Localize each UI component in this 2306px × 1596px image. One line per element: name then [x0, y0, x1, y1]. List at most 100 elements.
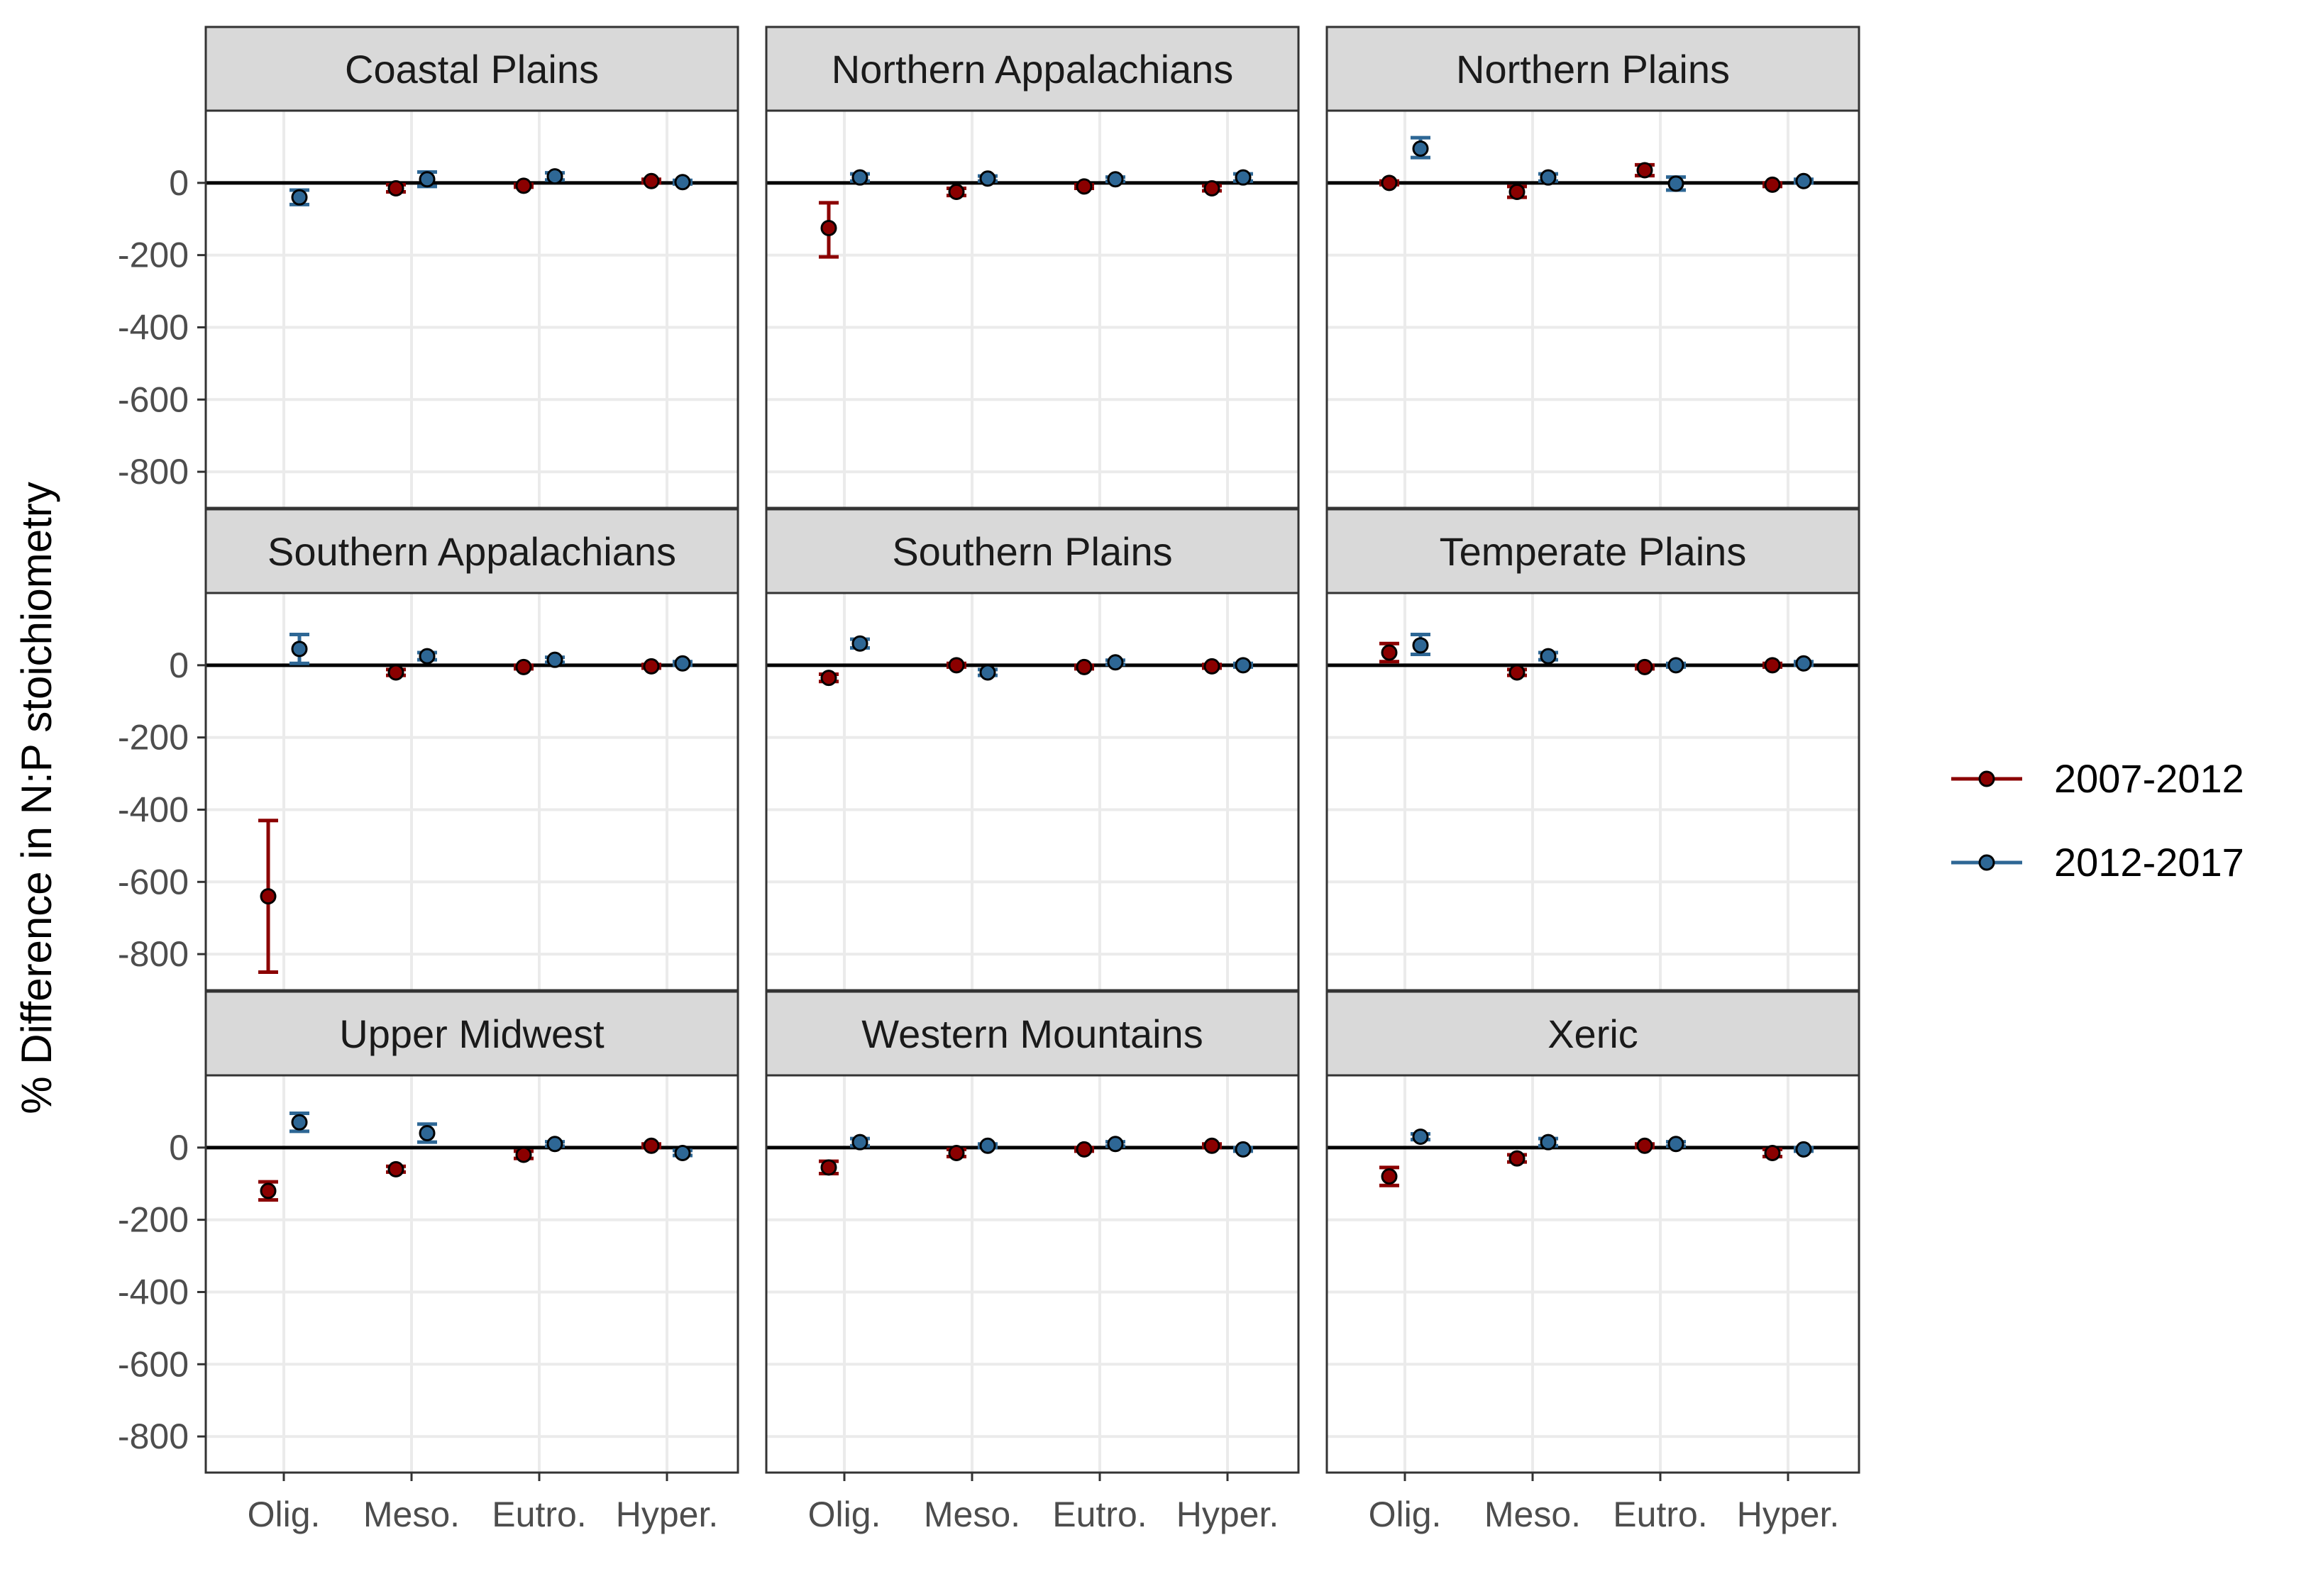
data-point — [291, 1114, 308, 1131]
plot-background — [1327, 1075, 1859, 1473]
facet-strip — [1325, 508, 1860, 594]
y-axis-label: % Difference in N:P stoichiometry — [13, 482, 60, 1114]
x-tick-label: Olig. — [248, 1495, 321, 1534]
panel-border — [1325, 1074, 1860, 1474]
panel-border — [765, 1074, 1300, 1474]
facet-strip — [765, 26, 1300, 112]
panel-border — [204, 109, 739, 509]
y-tick-label: -200 — [118, 718, 189, 758]
data-point — [291, 641, 308, 658]
data-point — [1764, 657, 1781, 674]
data-point — [1508, 184, 1526, 201]
plot-background — [1327, 593, 1859, 990]
data-point — [1203, 1137, 1220, 1154]
data-point — [643, 1137, 660, 1154]
data-point — [820, 670, 837, 687]
data-point — [948, 184, 965, 201]
facet-title: Northern Appalachians — [832, 47, 1234, 92]
facet-panel: Coastal Plains — [204, 26, 739, 509]
data-point — [1107, 171, 1124, 188]
data-point — [1076, 1141, 1093, 1158]
data-point — [1107, 1136, 1124, 1153]
data-point — [546, 1136, 563, 1153]
data-point — [1795, 655, 1812, 672]
y-tick-label: -600 — [118, 379, 189, 419]
data-point — [1508, 1150, 1526, 1167]
plot-background — [766, 1075, 1298, 1473]
plot-background — [766, 593, 1298, 990]
facet-panel: Xeric — [1325, 990, 1860, 1474]
data-point — [1381, 644, 1398, 661]
data-point — [948, 1144, 965, 1161]
x-tick-label: Meso. — [1484, 1495, 1581, 1534]
data-point — [979, 1137, 996, 1154]
panel-border — [765, 109, 1300, 509]
x-tick-label: Olig. — [1369, 1495, 1442, 1534]
facet-strip — [204, 508, 739, 594]
data-point — [387, 1160, 404, 1177]
data-point — [1412, 140, 1429, 157]
data-point — [674, 174, 691, 191]
data-point — [851, 169, 868, 186]
data-point — [1764, 176, 1781, 193]
facet-panel: Southern Plains — [765, 508, 1300, 992]
y-tick-label: -800 — [118, 452, 189, 492]
data-point — [1412, 1129, 1429, 1146]
data-point — [1203, 658, 1220, 675]
facet-title: Upper Midwest — [339, 1012, 605, 1056]
data-point — [1235, 657, 1252, 674]
y-tick-label: -600 — [118, 862, 189, 902]
plot-background — [1327, 111, 1859, 508]
facet-title: Xeric — [1548, 1012, 1638, 1056]
data-point — [1076, 658, 1093, 675]
y-tick-label: 0 — [169, 163, 189, 203]
data-point — [1381, 1168, 1398, 1185]
data-point — [1235, 169, 1252, 186]
data-point — [1795, 1141, 1812, 1158]
data-point — [1540, 1134, 1557, 1151]
facet-strip — [1325, 26, 1860, 112]
data-point — [291, 189, 308, 206]
panel-border — [1325, 592, 1860, 992]
plot-background — [206, 593, 738, 990]
legend-key-point — [1978, 770, 1995, 787]
data-point — [948, 657, 965, 674]
data-point — [1508, 664, 1526, 681]
data-point — [1076, 178, 1093, 195]
x-tick-label: Meso. — [924, 1495, 1020, 1534]
facet-strip — [204, 26, 739, 112]
y-axis-tick-labels: 0 -200 -400 -600 -800 0 -200 -400 -600 -800 0 -200 -… — [118, 163, 206, 1456]
panel-border — [204, 1074, 739, 1474]
x-tick-label: Eutro. — [1052, 1495, 1147, 1534]
data-point — [546, 168, 563, 185]
facet-panel: Northern Appalachians — [765, 26, 1300, 509]
data-point — [260, 1182, 277, 1199]
data-point — [643, 658, 660, 675]
data-point — [1203, 179, 1220, 196]
legend-key-point — [1978, 854, 1995, 871]
x-tick-label: Hyper. — [616, 1495, 719, 1534]
data-point — [1107, 654, 1124, 671]
facet-title: Coastal Plains — [345, 47, 599, 92]
facet-title: Temperate Plains — [1440, 529, 1747, 574]
data-point — [1235, 1141, 1252, 1158]
x-tick-label: Eutro. — [1613, 1495, 1707, 1534]
facet-title: Southern Appalachians — [267, 529, 676, 574]
x-tick-label: Meso. — [363, 1495, 460, 1534]
data-point — [515, 658, 532, 675]
data-point — [1412, 637, 1429, 654]
panel-border — [1325, 109, 1860, 509]
data-point — [419, 1124, 436, 1141]
facet-panel: Upper Midwest — [204, 990, 739, 1474]
facet-panel: Western Mountains — [765, 990, 1300, 1474]
data-point — [820, 219, 837, 236]
facet-strip — [765, 990, 1300, 1077]
legend-label: 2012-2017 — [2054, 840, 2244, 885]
data-point — [387, 664, 404, 681]
y-tick-label: -400 — [118, 789, 189, 829]
legend-label: 2007-2012 — [2054, 756, 2244, 801]
data-point — [1636, 1137, 1653, 1154]
data-point — [674, 1144, 691, 1161]
plot-background — [206, 111, 738, 508]
x-tick-label: Eutro. — [492, 1495, 586, 1534]
